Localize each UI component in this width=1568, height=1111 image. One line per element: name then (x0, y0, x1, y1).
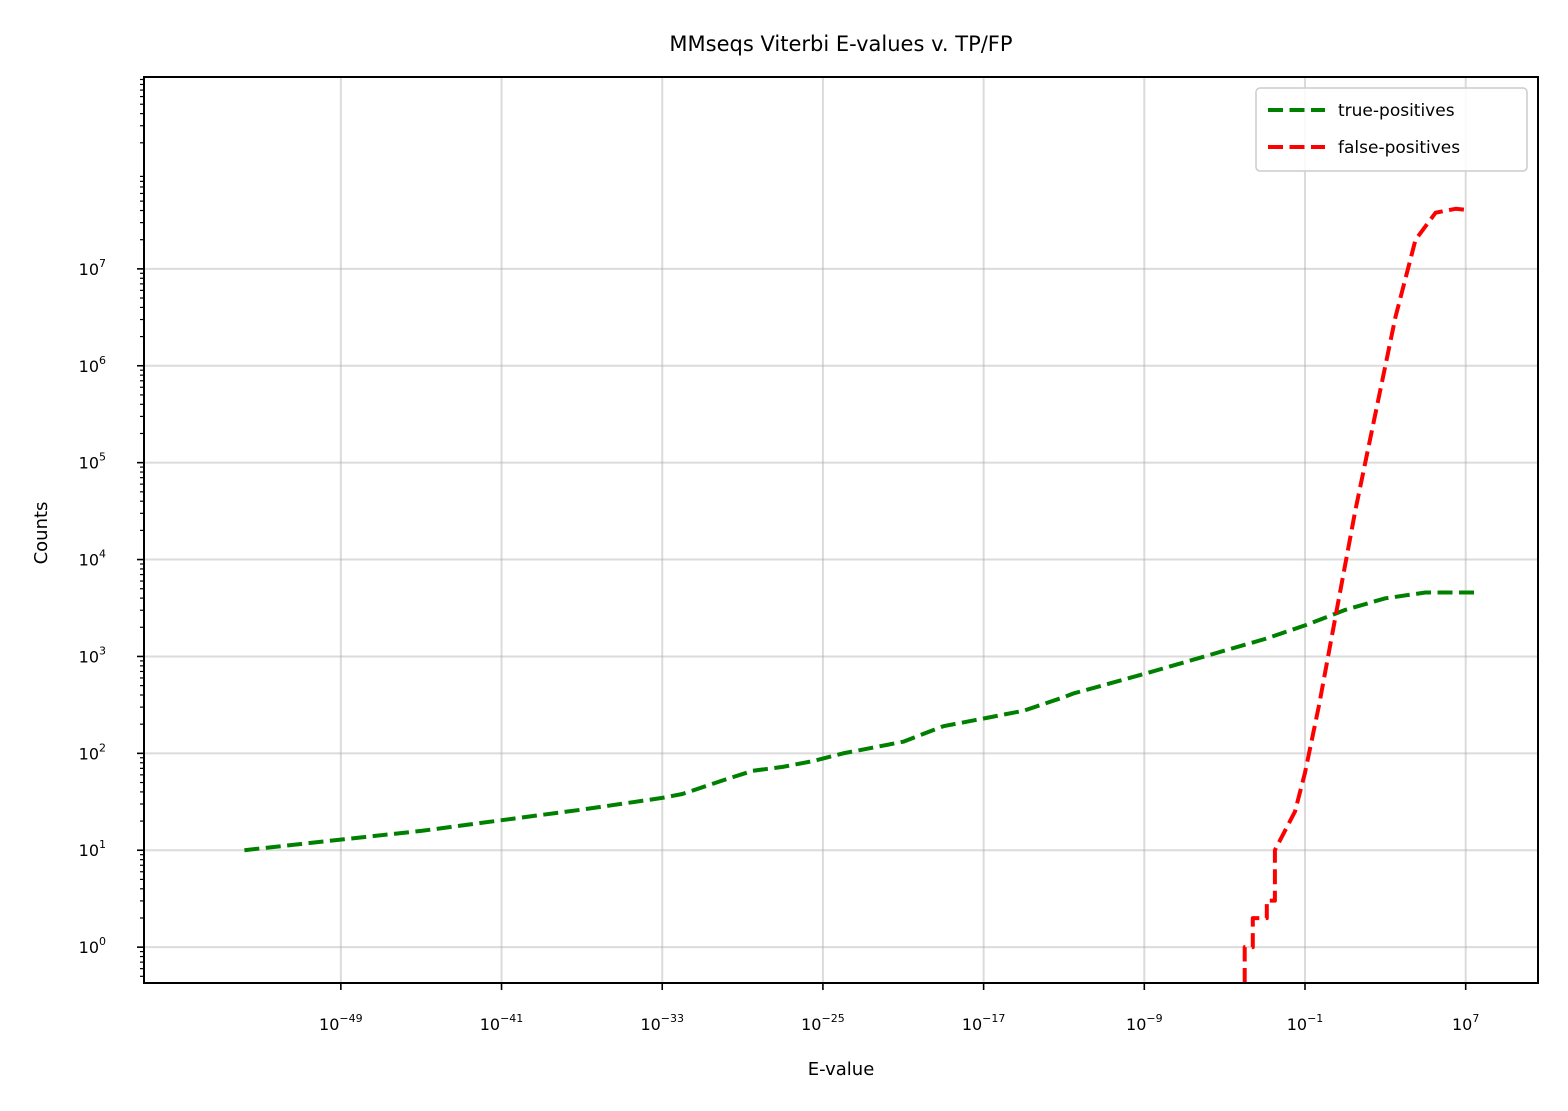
x-tick-label-base: 10 (1126, 1015, 1146, 1034)
y-tick-label-exponent: 5 (99, 451, 106, 464)
x-tick-label: 10−25 (801, 1012, 845, 1034)
plot-series (244, 206, 1476, 983)
y-tick-label-base: 10 (79, 454, 99, 473)
y-tick-label: 102 (79, 741, 106, 763)
false-positives-legend-label: false-positives (1338, 138, 1460, 158)
x-tick-label-exponent: −49 (339, 1012, 362, 1025)
x-tick-label-base: 10 (962, 1015, 982, 1034)
x-tick-label: 107 (1452, 1012, 1479, 1034)
x-tick-label-exponent: −1 (1307, 1012, 1323, 1025)
y-tick-label-base: 10 (79, 357, 99, 376)
x-tick-label-base: 10 (319, 1015, 339, 1034)
plot-area-frame (143, 76, 1539, 984)
x-tick-label: 10−17 (962, 1012, 1006, 1034)
y-tick-label: 101 (79, 838, 106, 860)
y-tick-label-exponent: 7 (99, 257, 106, 270)
y-tick-label: 107 (79, 257, 106, 279)
legend: true-positives false-positives (1255, 87, 1528, 172)
x-tick-label-exponent: −17 (982, 1012, 1005, 1025)
x-tick-label-base: 10 (1452, 1015, 1472, 1034)
y-tick-label-exponent: 0 (99, 935, 106, 948)
true-positives-line (244, 590, 1476, 853)
x-tick-label-base: 10 (1287, 1015, 1307, 1034)
y-tick-label-base: 10 (79, 841, 99, 860)
false-positives-line (1242, 206, 1466, 983)
x-tick-label-base: 10 (801, 1015, 821, 1034)
true-positives-legend-label: true-positives (1338, 101, 1455, 121)
x-tick-label-exponent: 7 (1472, 1012, 1479, 1025)
y-axis-label: Counts (31, 502, 52, 565)
y-tick-label-exponent: 4 (99, 548, 106, 561)
y-tick-label-base: 10 (79, 744, 99, 763)
x-axis-label: E-value (808, 1059, 875, 1080)
y-tick-label-base: 10 (79, 938, 99, 957)
y-tick-label-base: 10 (79, 551, 99, 570)
x-tick-label: 10−49 (319, 1012, 363, 1034)
x-tick-label: 10−41 (480, 1012, 524, 1034)
chart-title: MMseqs Viterbi E-values v. TP/FP (669, 32, 1012, 56)
x-tick-label-base: 10 (640, 1015, 660, 1034)
x-tick-label-exponent: −9 (1146, 1012, 1162, 1025)
x-tick-label: 10−33 (640, 1012, 684, 1034)
y-tick-label: 100 (79, 935, 106, 957)
y-tick-label: 103 (79, 644, 106, 666)
y-tick-label: 105 (79, 451, 106, 473)
y-tick-label: 104 (79, 548, 106, 570)
x-tick-label-base: 10 (480, 1015, 500, 1034)
y-tick-label-exponent: 3 (99, 644, 106, 657)
y-tick-label-base: 10 (79, 647, 99, 666)
x-axis-ticks: 10−49 10−41 10−33 10−25 10−17 10−9 10−1 107 (319, 983, 1479, 1034)
y-tick-label-exponent: 1 (99, 838, 106, 851)
x-tick-label-exponent: −25 (821, 1012, 844, 1025)
y-tick-label-exponent: 2 (99, 741, 106, 754)
x-tick-label: 10−1 (1287, 1012, 1324, 1034)
x-tick-label: 10−9 (1126, 1012, 1163, 1034)
x-tick-label-exponent: −33 (661, 1012, 684, 1025)
y-tick-label-exponent: 6 (99, 354, 106, 367)
legend-items: true-positives false-positives (1268, 101, 1460, 158)
y-tick-label: 106 (79, 354, 106, 376)
y-tick-label-base: 10 (79, 260, 99, 279)
x-tick-label-exponent: −41 (500, 1012, 523, 1025)
